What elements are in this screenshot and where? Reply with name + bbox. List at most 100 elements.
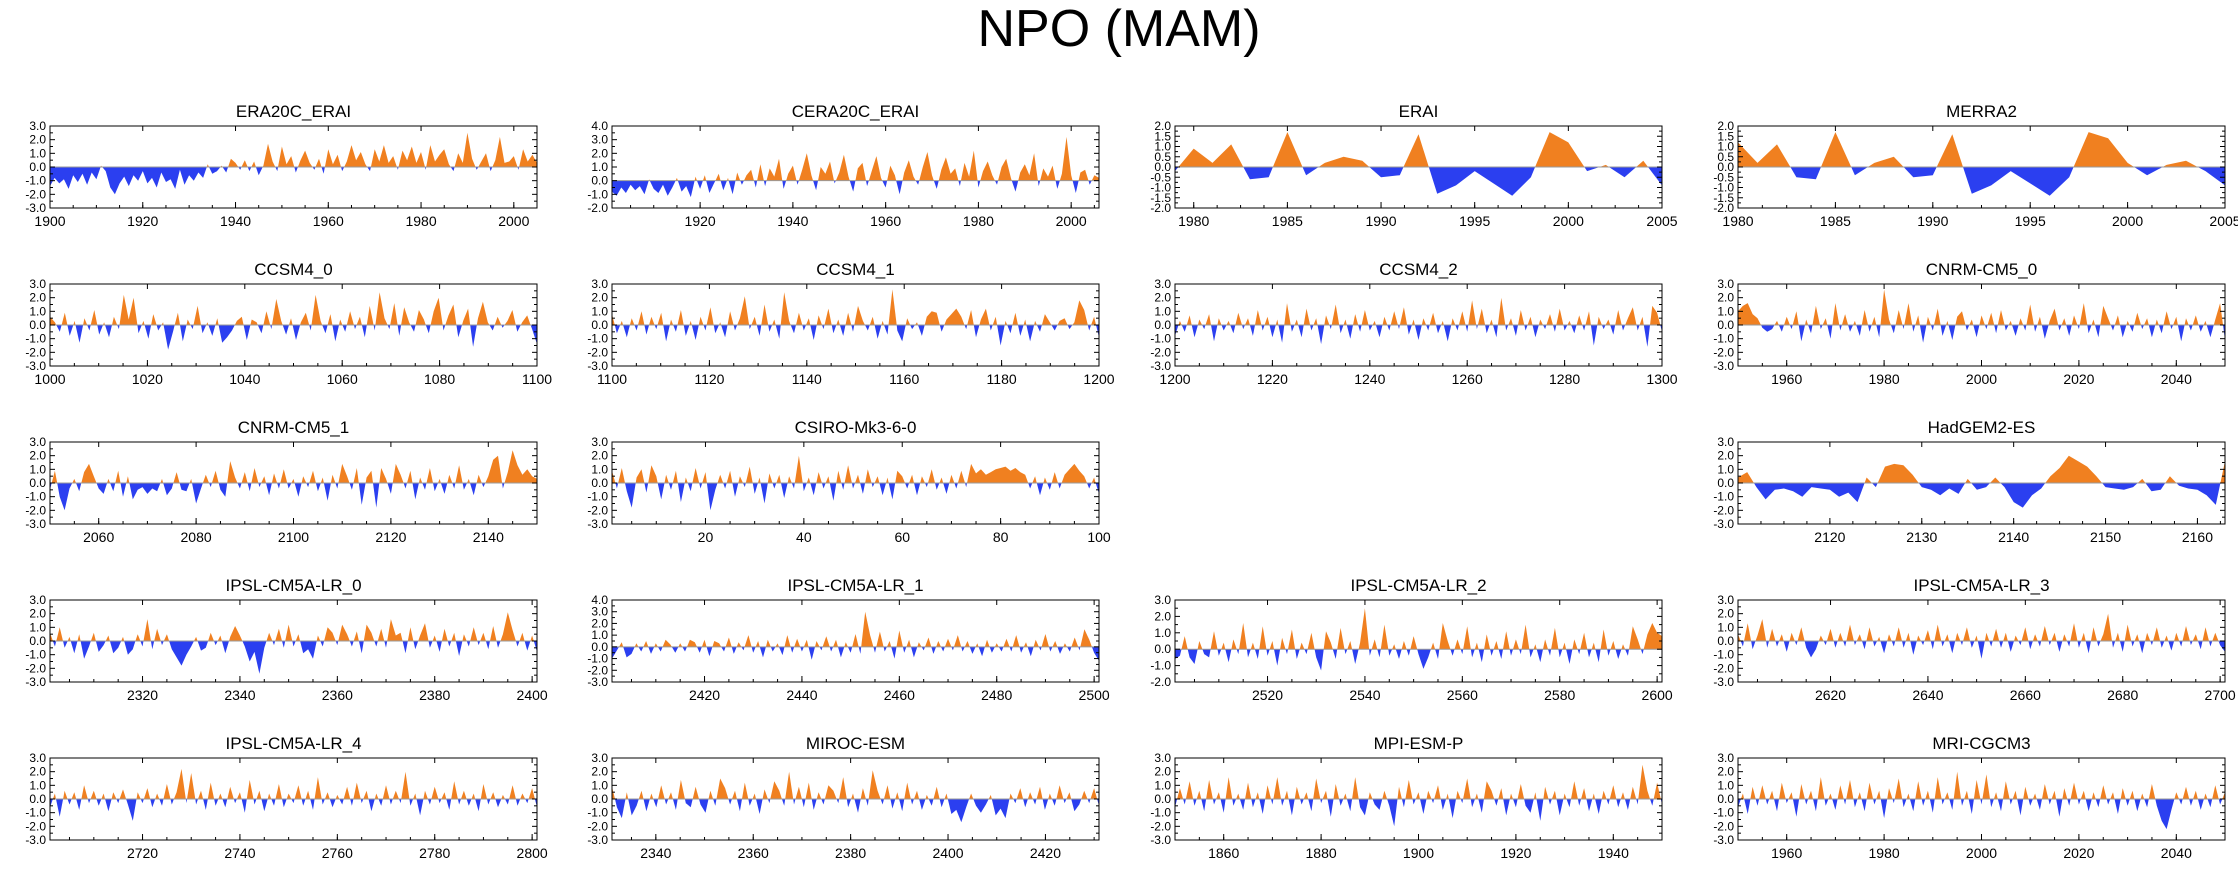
- positive-area-77: [1546, 314, 1553, 325]
- positive-area-25: [370, 145, 397, 167]
- negative-area-28: [258, 483, 262, 488]
- positive-area-35: [902, 160, 916, 181]
- negative-area-72: [1524, 325, 1528, 331]
- negative-area-88: [487, 799, 491, 805]
- positive-area-43: [267, 793, 272, 799]
- y-tick-label: 1.0: [29, 304, 46, 318]
- negative-area-80: [2125, 799, 2130, 806]
- negative-area-6: [1369, 167, 1404, 178]
- negative-area-43: [854, 799, 861, 813]
- positive-area-46: [855, 474, 861, 483]
- positive-area-49: [1454, 639, 1461, 650]
- positive-area-9: [1535, 132, 1585, 167]
- negative-area-66: [1493, 325, 1498, 338]
- positive-area-64: [430, 297, 443, 325]
- positive-area-7: [1403, 134, 1429, 167]
- panel-title: IPSL-CM5A-LR_1: [787, 576, 923, 595]
- positive-area-3: [72, 478, 76, 483]
- negative-area-30: [266, 483, 272, 496]
- positive-area-23: [163, 784, 171, 799]
- negative-area-13: [2145, 483, 2166, 492]
- positive-area-50: [387, 619, 403, 641]
- positive-area-27: [398, 146, 425, 167]
- positive-area-3: [1185, 781, 1194, 799]
- positive-area-61: [1483, 781, 1495, 799]
- positive-area-56: [925, 794, 929, 799]
- positive-area-85: [1052, 641, 1058, 647]
- negative-area-40: [958, 180, 961, 187]
- positive-area-43: [1382, 316, 1388, 325]
- positive-area-74: [1051, 472, 1058, 483]
- negative-area-35: [1921, 641, 1925, 646]
- negative-area-9: [95, 641, 106, 652]
- positive-area-29: [1876, 790, 1881, 799]
- positive-area-2: [61, 312, 68, 325]
- negative-area-2: [1243, 167, 1273, 180]
- y-tick-label: -1.0: [25, 806, 46, 820]
- y-tick-label: 0.0: [591, 476, 608, 490]
- y-tick-label: -2.0: [587, 201, 608, 215]
- negative-area-27: [221, 641, 229, 654]
- negative-area-14: [740, 180, 744, 185]
- negative-area-53: [884, 325, 889, 335]
- positive-area-11: [678, 643, 683, 647]
- positive-area-46: [845, 312, 852, 325]
- positive-area-67: [382, 785, 390, 799]
- negative-area-21: [169, 641, 194, 666]
- y-tick-label: -1.0: [1713, 181, 1734, 195]
- positive-area-14: [2165, 476, 2177, 483]
- y-tick-label: -2.0: [1150, 201, 1171, 215]
- positive-area-71: [2080, 790, 2086, 799]
- y-tick-label: 1.0: [1717, 620, 1734, 634]
- positive-area-31: [1324, 315, 1330, 325]
- negative-area-62: [1476, 325, 1478, 330]
- positive-area-6: [77, 634, 81, 641]
- negative-area-92: [1650, 799, 1654, 806]
- positive-area-2: [625, 792, 629, 799]
- negative-area-23: [743, 483, 746, 488]
- positive-area-33: [1333, 784, 1340, 799]
- negative-area-10: [247, 167, 252, 172]
- x-tick-label: 2500: [1079, 687, 1110, 703]
- y-tick-label: -2.0: [1713, 201, 1734, 215]
- negative-area-27: [201, 325, 207, 334]
- negative-area-75: [1058, 483, 1062, 489]
- positive-area-9: [1216, 792, 1221, 799]
- positive-area-74: [1023, 319, 1027, 325]
- positive-area-0: [1738, 634, 1741, 641]
- x-tick-label: 2360: [322, 687, 353, 703]
- negative-area-44: [271, 799, 276, 806]
- negative-area-19: [723, 483, 727, 489]
- negative-area-20: [731, 646, 737, 654]
- positive-area-26: [217, 635, 222, 641]
- negative-area-19: [160, 641, 164, 646]
- y-tick-label: 3.0: [29, 119, 46, 133]
- positive-area-21: [1273, 777, 1281, 799]
- positive-area-25: [1294, 319, 1299, 325]
- x-tick-label: 1040: [229, 371, 260, 387]
- negative-area-54: [1436, 325, 1442, 334]
- negative-area-4: [76, 483, 82, 492]
- negative-area-26: [1298, 325, 1304, 338]
- negative-area-86: [2155, 799, 2175, 830]
- negative-area-6: [76, 799, 82, 810]
- negative-area-9: [2134, 167, 2163, 176]
- positive-area-31: [271, 473, 278, 483]
- y-tick-label: 0.0: [1154, 318, 1171, 332]
- negative-area-74: [998, 646, 1004, 652]
- negative-area-53: [2007, 641, 2014, 652]
- positive-area-16: [2220, 461, 2225, 483]
- negative-area-12: [1232, 799, 1237, 806]
- positive-area-11: [1225, 777, 1233, 799]
- negative-area-41: [1949, 641, 1956, 654]
- panel-CSIRO-Mk3-6-0: CSIRO-Mk3-6-03.02.01.00.0-1.0-2.0-3.020 4…: [587, 418, 1111, 545]
- negative-area-7: [653, 799, 659, 808]
- y-tick-label: 1.0: [591, 462, 608, 476]
- positive-area-63: [447, 474, 453, 483]
- negative-area-66: [1536, 649, 1543, 663]
- negative-area-76: [1566, 799, 1571, 808]
- negative-area-10: [120, 483, 127, 497]
- positive-area-63: [1477, 308, 1486, 325]
- negative-area-43: [349, 641, 354, 647]
- x-tick-label: 80: [993, 529, 1009, 545]
